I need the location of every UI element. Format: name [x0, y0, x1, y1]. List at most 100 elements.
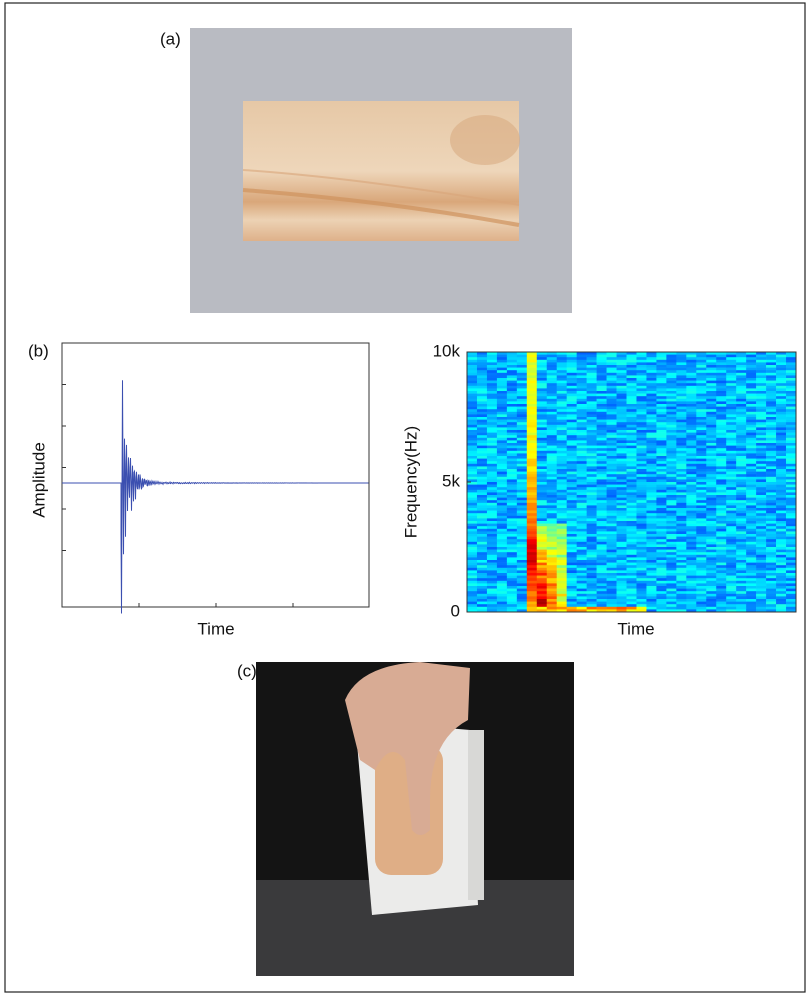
spectrogram-cell: [666, 383, 676, 386]
spectrogram-cell: [597, 443, 607, 446]
spectrogram-cell: [487, 505, 497, 508]
spectrogram-cell: [567, 570, 577, 573]
spectrogram-cell: [607, 373, 617, 376]
spectrogram-cell: [736, 586, 746, 589]
spectrogram-cell: [686, 529, 696, 532]
spectrogram-cell: [646, 511, 656, 514]
spectrogram-cell: [786, 446, 796, 449]
spectrogram-cell: [716, 414, 726, 417]
spectrogram-cell: [756, 388, 766, 391]
spectrogram-cell: [706, 427, 716, 430]
spectrogram-cell: [567, 427, 577, 430]
spectrogram-cell: [686, 388, 696, 391]
spectrogram-cell: [636, 425, 646, 428]
spectrogram-cell: [507, 422, 517, 425]
spectrogram-cell: [497, 591, 507, 594]
spectrogram-cell: [617, 508, 627, 511]
spectrogram-cell: [736, 508, 746, 511]
spectrogram-cell: [627, 469, 637, 472]
spectrogram-cell: [726, 607, 736, 610]
spectrogram-cell: [706, 388, 716, 391]
spectrogram-cell: [766, 401, 776, 404]
spectrogram-cell: [686, 383, 696, 386]
spectrogram-cell: [557, 565, 567, 568]
spectrogram-cell: [766, 394, 776, 397]
spectrogram-cell: [656, 599, 666, 602]
spectrogram-cell: [766, 492, 776, 495]
spectrogram-cell: [617, 487, 627, 490]
spectrogram-cell: [636, 430, 646, 433]
spectrogram-cell: [756, 440, 766, 443]
spectrogram-cell: [587, 417, 597, 420]
spectrogram-cell: [716, 586, 726, 589]
spectrogram-cell: [597, 529, 607, 532]
spectrogram-cell: [756, 557, 766, 560]
spectrogram-cell: [557, 596, 567, 599]
spectrogram-cell: [507, 599, 517, 602]
spectrogram-cell: [487, 578, 497, 581]
spectrogram-cell: [786, 451, 796, 454]
spectrogram-cell: [487, 508, 497, 511]
spectrogram-cell: [726, 448, 736, 451]
spectrogram-cell: [756, 430, 766, 433]
spectrogram-cell: [676, 451, 686, 454]
spectrogram-cell: [696, 461, 706, 464]
spectrogram-cell: [587, 557, 597, 560]
spectrogram-cell: [776, 513, 786, 516]
spectrogram-cell: [676, 443, 686, 446]
spectrogram-cell: [577, 503, 587, 506]
spectrogram-cell: [577, 492, 587, 495]
spectrogram-cell: [527, 500, 537, 503]
spectrogram-cell: [786, 505, 796, 508]
spectrogram-cell: [567, 370, 577, 373]
spectrogram-cell: [567, 498, 577, 501]
spectrogram-cell: [776, 469, 786, 472]
spectrogram-cell: [477, 560, 487, 563]
spectrogram-cell: [597, 547, 607, 550]
spectrogram-cell: [477, 464, 487, 467]
spectrogram-cell: [686, 425, 696, 428]
spectrogram-cell: [686, 427, 696, 430]
spectrogram-cell: [636, 435, 646, 438]
spectrogram-cell: [776, 448, 786, 451]
spectrogram-cell: [467, 529, 477, 532]
spectrogram-cell: [706, 373, 716, 376]
spectrogram-cell: [557, 594, 567, 597]
spectrogram-cell: [577, 469, 587, 472]
spectrogram-cell: [736, 529, 746, 532]
spectrogram-cell: [676, 485, 686, 488]
spectrogram-cell: [656, 391, 666, 394]
spectrogram-cell: [507, 427, 517, 430]
spectrogram-cell: [507, 386, 517, 389]
spectrogram-cell: [537, 461, 547, 464]
spectrogram-cell: [636, 503, 646, 506]
spectrogram-cell: [517, 443, 527, 446]
spectrogram-cell: [497, 513, 507, 516]
spectrogram-cell: [577, 521, 587, 524]
spectrogram-cell: [467, 425, 477, 428]
spectrogram-cell: [726, 503, 736, 506]
spectrogram-cell: [617, 375, 627, 378]
spectrogram-cell: [726, 599, 736, 602]
spectrogram-cell: [537, 573, 547, 576]
spectrogram-cell: [467, 513, 477, 516]
spectrogram-cell: [617, 466, 627, 469]
spectrogram-cell: [617, 560, 627, 563]
spectrogram-cell: [686, 521, 696, 524]
spectrogram-cell: [696, 446, 706, 449]
spectrogram-cell: [776, 401, 786, 404]
spectrogram-cell: [696, 547, 706, 550]
spectrogram-cell: [587, 386, 597, 389]
spectrogram-cell: [617, 383, 627, 386]
spectrogram-cell: [696, 487, 706, 490]
spectrogram-cell: [597, 399, 607, 402]
spectrogram-cell: [776, 409, 786, 412]
spectrogram-cell: [557, 420, 567, 423]
spectrogram-cell: [716, 544, 726, 547]
spectrogram-cell: [716, 503, 726, 506]
spectrogram-cell: [577, 511, 587, 514]
spectrogram-cell: [587, 503, 597, 506]
spectrogram-cell: [746, 412, 756, 415]
spectrogram-cell: [646, 355, 656, 358]
spectrogram-cell: [477, 557, 487, 560]
